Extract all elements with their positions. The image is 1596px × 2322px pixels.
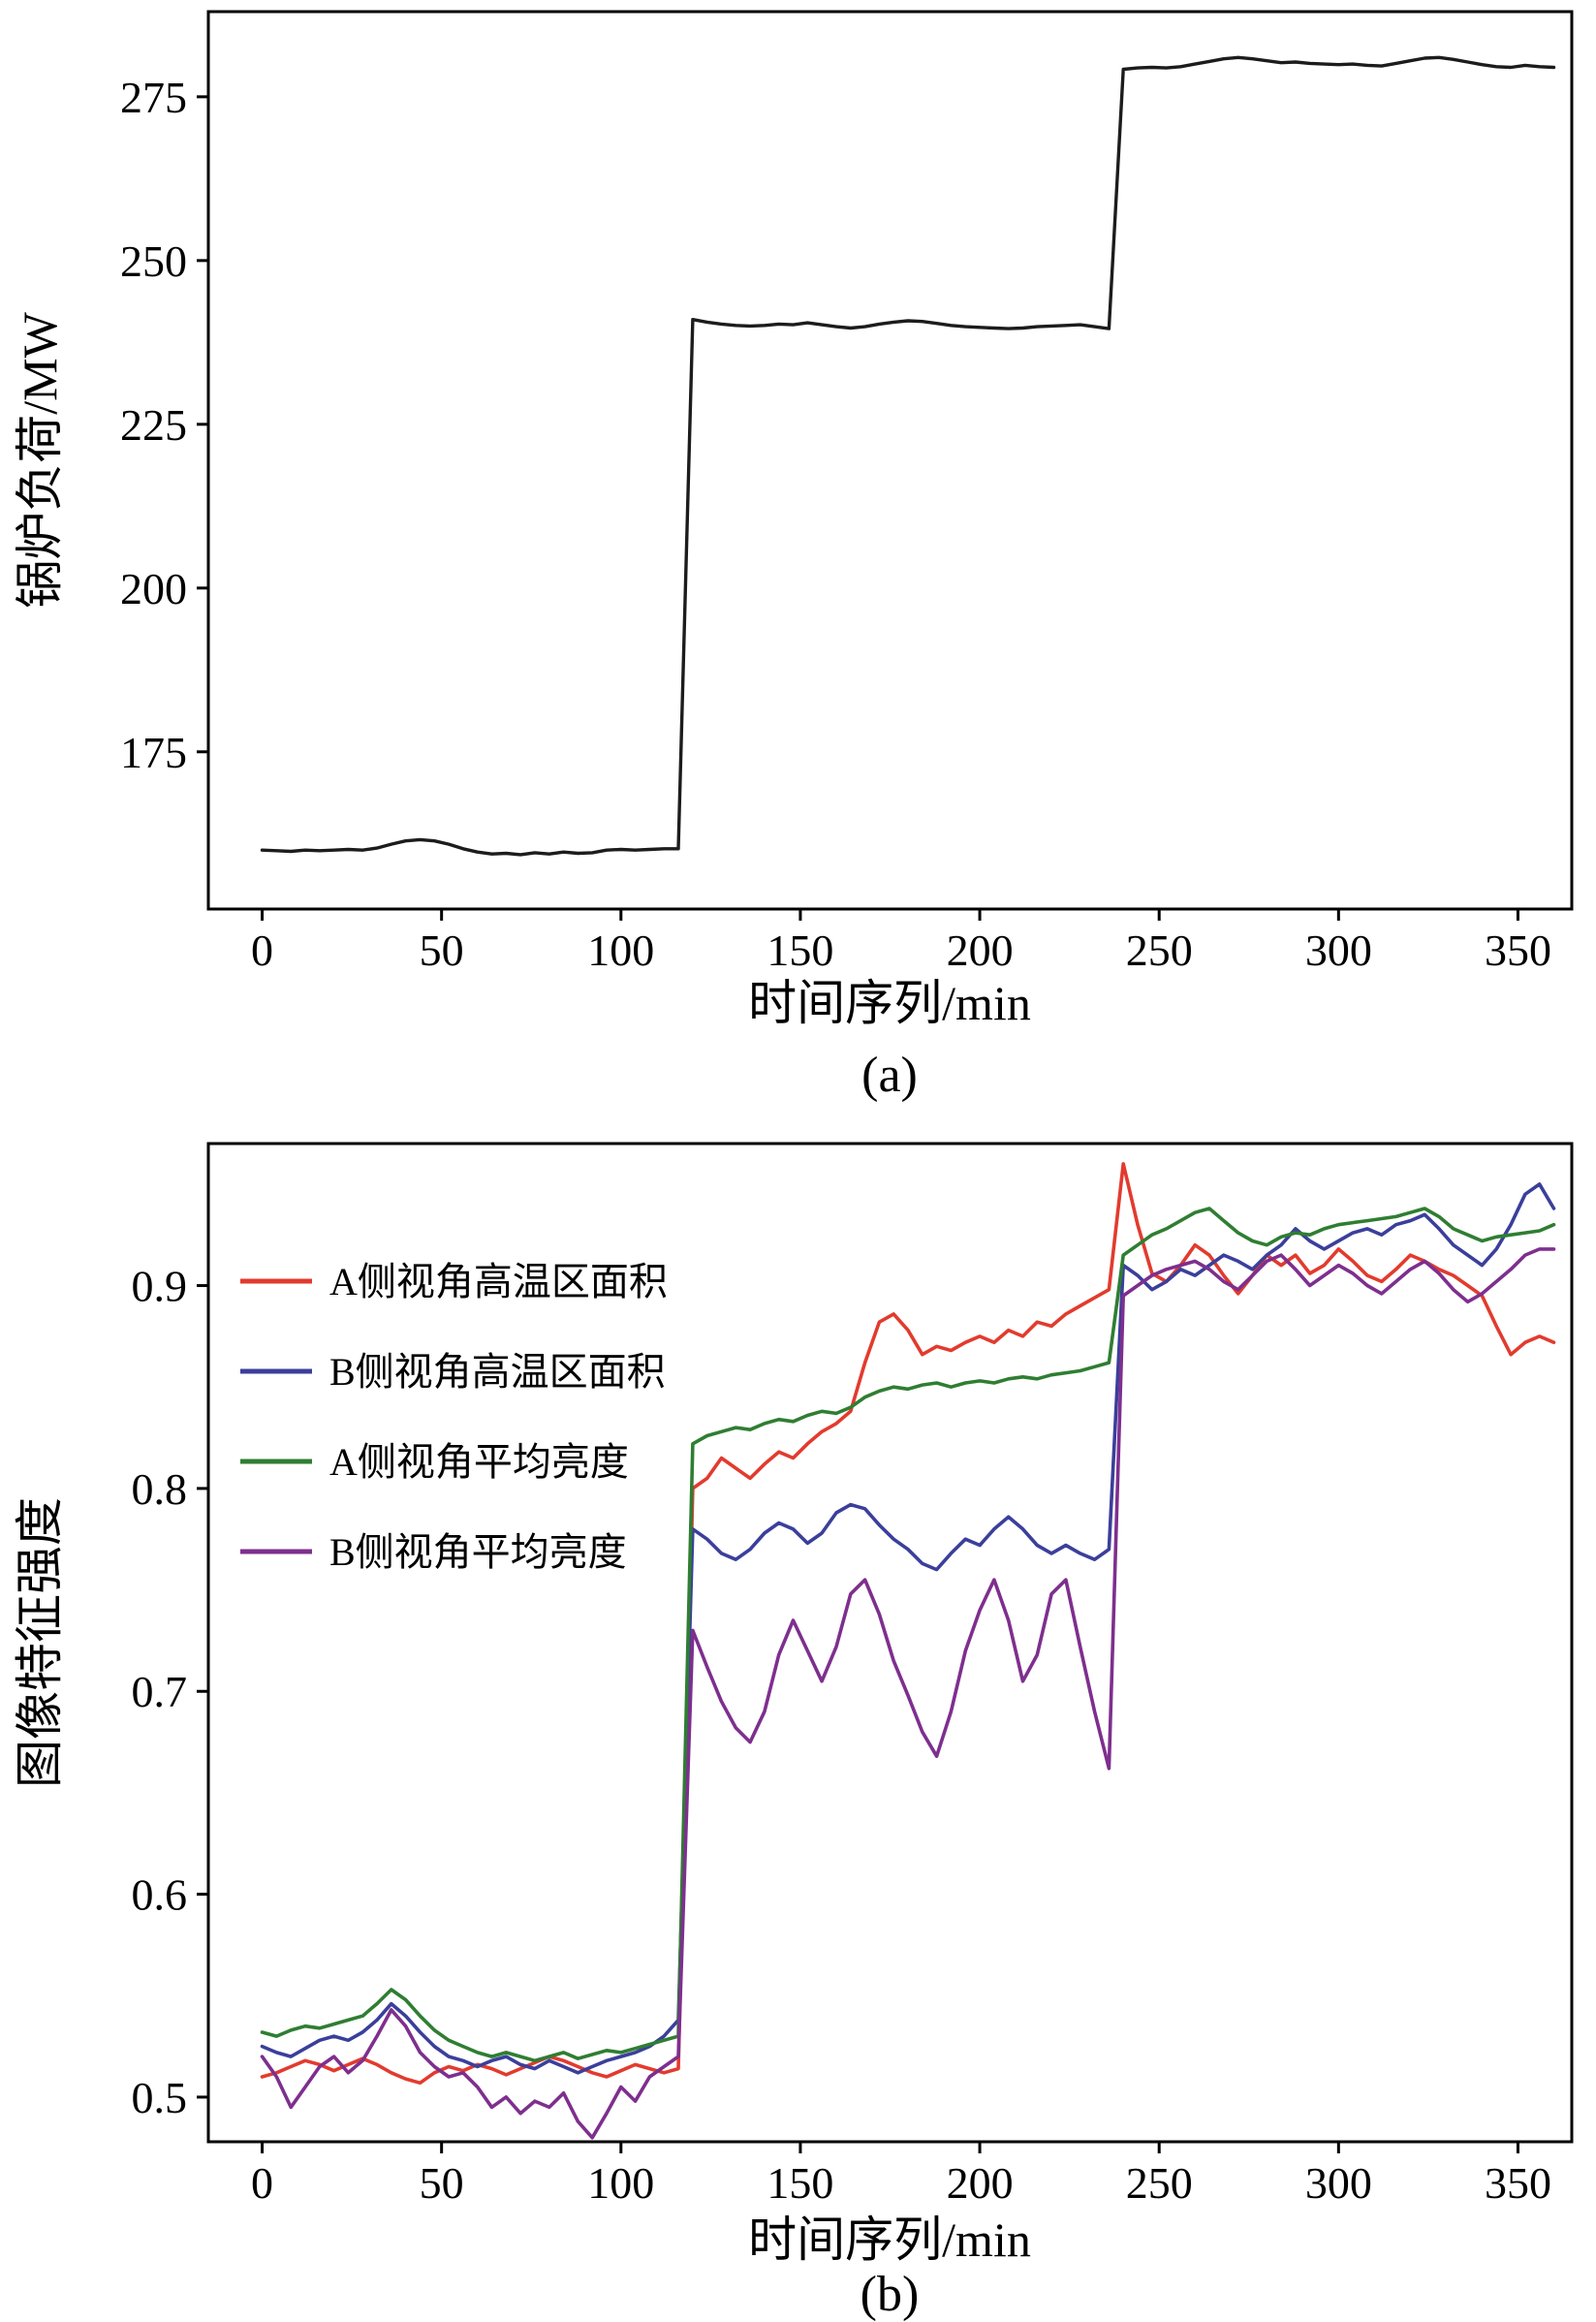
b-side-avg-brightness-line	[260, 1247, 1556, 2140]
chart-b-y-tick-label: 0.6	[132, 1870, 188, 1920]
chart-a-x-tick-label: 250	[1126, 926, 1193, 975]
legend-label-a-side-high-temp-area: A侧视角高温区面积	[329, 1260, 668, 1303]
a-side-avg-brightness-line	[260, 1207, 1556, 2063]
chart-b-plot: 0 50 100 150 200 250 300 350 0.5 0.6 0.7 0.8 0.9 A侧视角…	[132, 1142, 1574, 2208]
chart-b-y-tick-label: 0.5	[132, 2073, 188, 2122]
chart-a-x-tick-label: 350	[1485, 926, 1551, 975]
chart-a-canvas: 0 50 100 150 200 250 300 350 175 200 225 250 275 锅炉负…	[13, 10, 1574, 1103]
a-side-high-temp-area-line	[260, 1162, 1556, 2086]
chart-a-x-tick-label: 300	[1305, 926, 1372, 975]
chart-b-x-tick-label: 150	[767, 2158, 833, 2208]
chart-a-plot-border	[206, 10, 1574, 911]
chart-b-plot-border	[206, 1142, 1574, 2144]
legend-label-b-side-high-temp-area: B侧视角高温区面积	[329, 1350, 666, 1394]
chart-b-canvas: 0 50 100 150 200 250 300 350 0.5 0.6 0.7 0.8 0.9 A侧视角…	[13, 1142, 1574, 2322]
chart-a-y-tick-label: 175	[120, 728, 187, 777]
chart-b-x-tick-label: 250	[1126, 2158, 1193, 2208]
chart-b-y-tick-label: 0.9	[132, 1262, 188, 1311]
chart-b-x-tick-label: 300	[1305, 2158, 1372, 2208]
chart-b-xlabel: 时间序列/min	[748, 2212, 1031, 2267]
chart-a-ylabel: 锅炉负荷/MW	[13, 311, 67, 608]
b-side-high-temp-area-line	[260, 1182, 1556, 2075]
chart-a-x-tick-label: 50	[420, 926, 464, 975]
legend-label-a-side-avg-brightness: A侧视角平均亮度	[329, 1440, 629, 1484]
chart-a-y-tick-label: 275	[120, 73, 187, 122]
chart-b-x-tick-label: 50	[420, 2158, 464, 2208]
chart-b-x-tick-label: 350	[1485, 2158, 1551, 2208]
caption-a: (a)	[861, 1048, 918, 1103]
chart-a-x-tick-label: 200	[947, 926, 1014, 975]
chart-a-y-tick-label: 250	[120, 236, 187, 286]
chart-a-y-tick-label: 200	[120, 564, 187, 613]
chart-a-x-tick-label: 150	[767, 926, 833, 975]
chart-a-x-tick-label: 100	[587, 926, 654, 975]
chart-b-y-tick-label: 0.7	[132, 1667, 188, 1716]
chart-b-x-tick-label: 100	[587, 2158, 654, 2208]
chart-b-x-tick-label: 200	[947, 2158, 1014, 2208]
legend-label-b-side-avg-brightness: B侧视角平均亮度	[329, 1530, 627, 1574]
chart-b-ylabel: 图像特征强度	[13, 1497, 67, 1788]
chart-b-y-tick-label: 0.8	[132, 1464, 188, 1514]
chart-a-plot: 0 50 100 150 200 250 300 350 175 200 225 250 275	[120, 10, 1574, 975]
chart-a-xlabel: 时间序列/min	[748, 976, 1031, 1030]
caption-b: (b)	[861, 2267, 920, 2322]
chart-b-x-tick-label: 0	[251, 2158, 273, 2208]
boiler-load-line	[260, 55, 1556, 857]
chart-a-y-tick-label: 225	[120, 400, 187, 450]
chart-a-x-tick-label: 0	[251, 926, 273, 975]
